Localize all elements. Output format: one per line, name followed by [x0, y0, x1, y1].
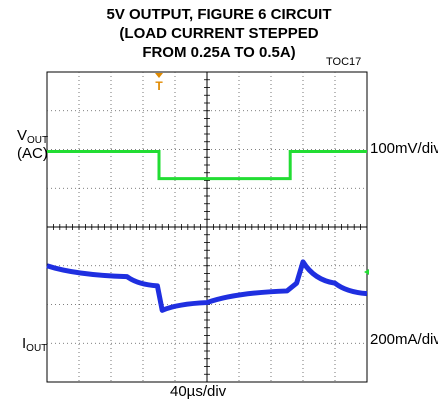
iout-trace — [47, 149, 367, 181]
vout-ac-label: (AC) — [17, 145, 48, 162]
timebase-label: 40µs/div — [170, 383, 227, 400]
chart-title-line-1: 5V OUTPUT, FIGURE 6 CIRCUIT — [106, 6, 332, 23]
chart-title-line-2: (LOAD CURRENT STEPPED — [119, 25, 319, 42]
chart-title-line-3: FROM 0.25A TO 0.5A) — [142, 44, 296, 61]
iout-scale-label: 200mA/div — [370, 331, 438, 348]
iout-label: IOUT — [22, 335, 48, 354]
vout-scale-label: 100mV/div — [370, 140, 438, 157]
iout-ground-marker — [364, 269, 369, 275]
trigger-marker-label: T — [155, 79, 163, 93]
vout-label: VOUT — [17, 127, 49, 146]
figure-tag: TOC17 — [326, 56, 362, 68]
vout-trace — [46, 259, 368, 313]
trigger-arrow-icon — [155, 73, 163, 78]
